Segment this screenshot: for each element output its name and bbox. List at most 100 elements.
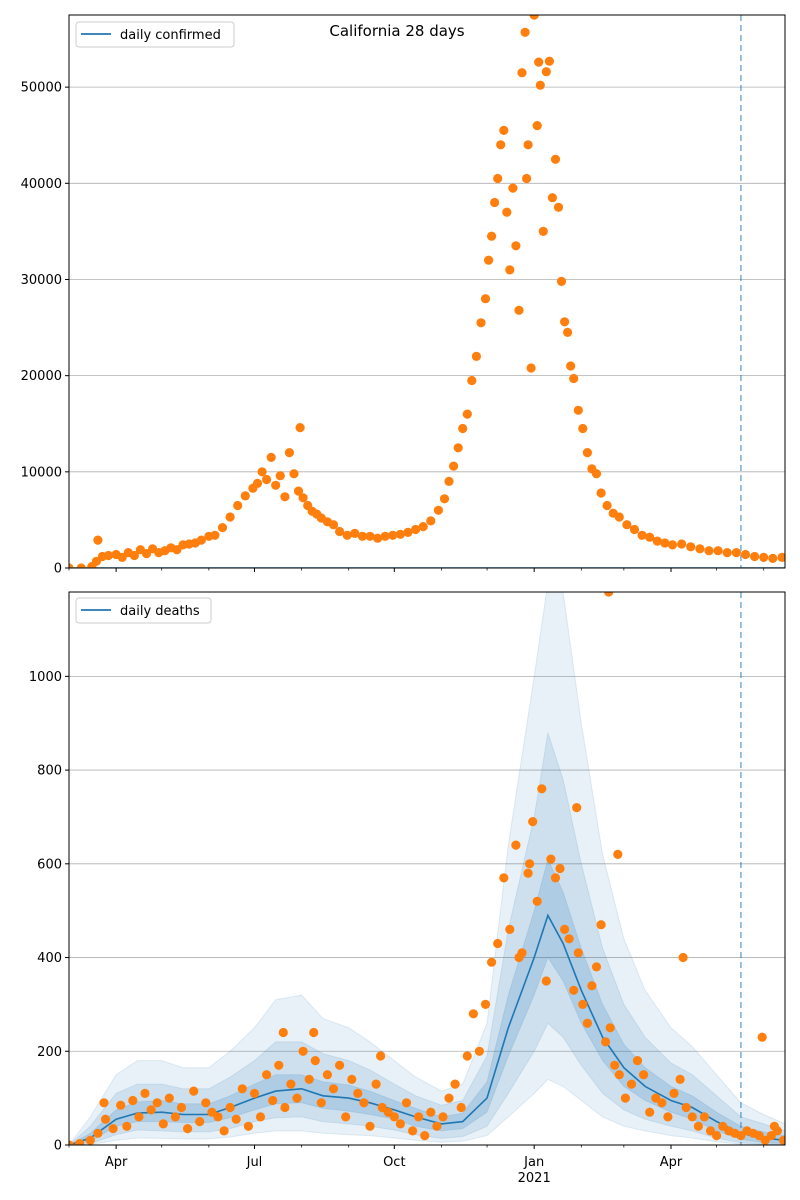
confirmed-points bbox=[69, 15, 785, 568]
deaths-point bbox=[514, 952, 524, 963]
deaths-point bbox=[170, 1112, 180, 1122]
confirmed-point bbox=[350, 528, 360, 539]
confirmed-point bbox=[535, 80, 545, 90]
confirmed-point bbox=[480, 294, 491, 304]
confirmed-point bbox=[686, 542, 696, 552]
deaths-point bbox=[164, 1093, 174, 1103]
confirmed-legend-label: daily confirmed bbox=[120, 28, 221, 43]
deaths-point bbox=[292, 1093, 302, 1103]
confirmed-point bbox=[462, 409, 472, 419]
confirmed-point bbox=[217, 523, 228, 533]
confirmed-point bbox=[240, 491, 250, 501]
confirmed-point bbox=[76, 563, 86, 568]
deaths-point bbox=[639, 1070, 649, 1080]
deaths-point bbox=[525, 859, 535, 869]
confirmed-point bbox=[777, 552, 785, 562]
confirmed-point bbox=[532, 121, 542, 131]
deaths-point bbox=[645, 1107, 655, 1117]
confirmed-point bbox=[403, 527, 413, 538]
confirmed-point bbox=[622, 520, 632, 530]
deaths-point bbox=[604, 592, 614, 597]
deaths-point bbox=[474, 1046, 484, 1056]
confirmed-point bbox=[573, 405, 583, 415]
deaths-point bbox=[657, 1098, 667, 1108]
confirmed-point bbox=[388, 530, 398, 540]
confirmed-point bbox=[569, 373, 579, 384]
deaths-point bbox=[328, 1084, 339, 1094]
deaths-point bbox=[591, 962, 602, 972]
confirmed-point bbox=[458, 423, 468, 434]
deaths-point bbox=[341, 1112, 351, 1122]
confirmed-point bbox=[520, 27, 530, 37]
deaths-point bbox=[353, 1088, 363, 1098]
confirmed-point bbox=[357, 531, 367, 541]
deaths-point bbox=[389, 1112, 399, 1122]
confirmed-point bbox=[660, 538, 670, 548]
confirmed-ytick-label: 0 bbox=[54, 562, 62, 577]
confirmed-point bbox=[449, 461, 459, 471]
confirmed-ytick-label: 10000 bbox=[21, 465, 62, 480]
deaths-point bbox=[438, 1112, 448, 1122]
confirmed-point bbox=[426, 516, 436, 526]
deaths-point bbox=[614, 1070, 624, 1080]
deaths-point bbox=[587, 981, 597, 991]
deaths-point bbox=[309, 1027, 319, 1038]
confirmed-point bbox=[768, 553, 778, 564]
deaths-xtick-label: Oct bbox=[383, 1155, 405, 1170]
confirmed-point bbox=[453, 443, 463, 453]
deaths-point bbox=[712, 1131, 722, 1141]
confirmed-point bbox=[418, 522, 428, 532]
confirmed-point bbox=[439, 494, 450, 504]
figure-title: California 28 days bbox=[329, 22, 464, 40]
confirmed-point bbox=[411, 524, 421, 535]
confirmed-point bbox=[502, 207, 512, 217]
deaths-point bbox=[550, 873, 561, 883]
confirmed-x-ticks bbox=[68, 568, 765, 572]
deaths-ytick-label: 1000 bbox=[29, 670, 62, 685]
deaths-point bbox=[699, 1112, 710, 1122]
confirmed-point bbox=[511, 241, 521, 251]
deaths-point bbox=[93, 1128, 103, 1138]
deaths-axes-frame bbox=[68, 591, 786, 1146]
confirmed-point bbox=[380, 531, 390, 541]
deaths-point bbox=[176, 1102, 187, 1113]
confirmed-point bbox=[556, 276, 567, 286]
deaths-point bbox=[140, 1088, 150, 1098]
confirmed-point bbox=[563, 327, 573, 337]
confirmed-point bbox=[759, 552, 769, 563]
confirmed-point bbox=[560, 317, 570, 327]
deaths-point bbox=[555, 863, 565, 874]
confirmed-point bbox=[484, 255, 494, 265]
deaths-point bbox=[195, 1117, 205, 1127]
confirmed-point bbox=[522, 173, 532, 184]
deaths-point bbox=[401, 1098, 412, 1108]
deaths-xtick-label: Apr bbox=[660, 1155, 683, 1170]
deaths-ytick-label: 600 bbox=[37, 857, 62, 872]
deaths-mean-line bbox=[69, 913, 785, 1145]
deaths-point bbox=[146, 1105, 156, 1115]
deaths-point bbox=[152, 1098, 162, 1108]
deaths-point bbox=[225, 1102, 235, 1113]
deaths-point bbox=[213, 1112, 223, 1122]
deaths-point bbox=[532, 896, 542, 906]
deaths-point bbox=[298, 1046, 308, 1056]
confirmed-point bbox=[677, 539, 687, 549]
deaths-point bbox=[286, 1079, 296, 1089]
deaths-point bbox=[75, 1139, 85, 1145]
confirmed-point bbox=[365, 531, 375, 541]
confirmed-point bbox=[284, 448, 294, 458]
confirmed-point bbox=[526, 363, 536, 373]
deaths-point bbox=[582, 1018, 593, 1028]
confirmed-point bbox=[523, 140, 533, 150]
confirmed-point bbox=[667, 540, 678, 550]
deaths-point bbox=[444, 1093, 454, 1103]
deaths-point bbox=[426, 1107, 436, 1117]
deaths-point bbox=[669, 1088, 679, 1098]
confirmed-point bbox=[293, 486, 304, 496]
deaths-point bbox=[578, 999, 588, 1010]
confirmed-point bbox=[196, 535, 206, 545]
deaths-point bbox=[569, 985, 579, 995]
deaths-point bbox=[499, 873, 509, 883]
